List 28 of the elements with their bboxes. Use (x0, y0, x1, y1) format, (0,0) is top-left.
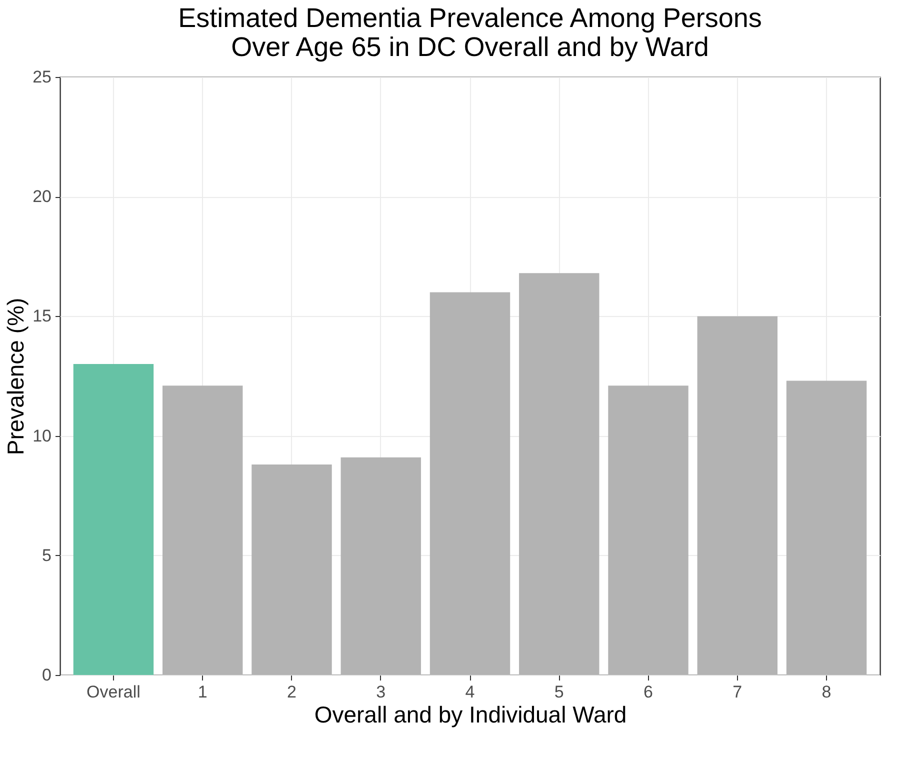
bar (73, 364, 154, 675)
bar (162, 386, 243, 675)
bar (786, 380, 867, 675)
bar (697, 316, 778, 675)
y-tick-label: 10 (32, 426, 52, 446)
bar (519, 273, 600, 675)
bar (608, 386, 688, 675)
x-tick-label: 6 (644, 682, 653, 702)
x-tick-label: 7 (732, 682, 742, 702)
y-tick-label: 5 (42, 546, 52, 565)
y-tick-label: 15 (32, 306, 52, 326)
x-tick-label: 5 (554, 682, 564, 702)
bar (430, 292, 510, 675)
text: Estimated Dementia Prevalence Among Persons (178, 3, 762, 33)
bar (252, 464, 332, 675)
x-axis-title: Overall and by Individual Ward (314, 702, 627, 728)
bar (340, 457, 421, 675)
x-tick-label: 8 (822, 682, 832, 702)
y-tick-label: 0 (42, 666, 52, 684)
x-tick-label: 3 (376, 682, 386, 702)
x-tick-label: 1 (198, 682, 208, 702)
x-tick-label: 2 (287, 682, 296, 702)
y-tick-label: 25 (32, 68, 52, 86)
y-axis-title: Prevalence (%) (2, 298, 29, 456)
x-tick-label: Overall (86, 682, 140, 702)
y-tick-label: 20 (32, 187, 52, 206)
x-tick-label: 4 (465, 682, 475, 702)
text: Over Age 65 in DC Overall and by Ward (231, 32, 709, 62)
